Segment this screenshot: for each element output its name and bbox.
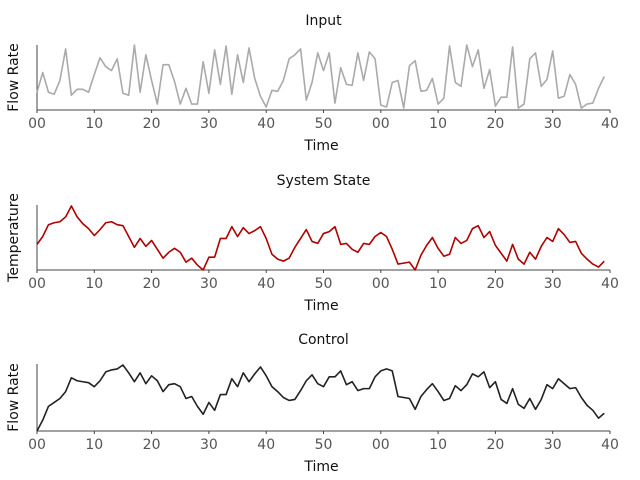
x-tick-label: 30 [544, 276, 562, 292]
x-tick-label: 10 [429, 437, 447, 453]
data-line [36, 364, 605, 432]
x-axis-label: Time [303, 138, 338, 154]
x-tick-label: 00 [372, 437, 390, 453]
x-tick-label: 40 [601, 437, 619, 453]
x-tick-label: 30 [200, 437, 218, 453]
x-tick-label: 00 [28, 116, 46, 132]
x-tick-label: 00 [372, 276, 390, 292]
data-line [36, 205, 605, 271]
x-tick-label: 00 [372, 116, 390, 132]
x-tick-label: 30 [200, 276, 218, 292]
x-tick-label: 20 [486, 116, 504, 132]
chart-title: System State [277, 173, 371, 189]
y-axis-label: Flow Rate [6, 363, 22, 432]
x-tick-label: 50 [315, 116, 333, 132]
chart-title: Input [305, 13, 342, 29]
x-tick-label: 30 [200, 116, 218, 132]
x-tick-label: 00 [28, 276, 46, 292]
x-tick-label: 30 [544, 116, 562, 132]
x-tick-label: 20 [486, 437, 504, 453]
x-tick-label: 50 [315, 276, 333, 292]
x-tick-label: 10 [85, 116, 103, 132]
x-tick-label: 10 [85, 437, 103, 453]
x-tick-label: 50 [315, 437, 333, 453]
x-tick-label: 40 [257, 116, 275, 132]
x-tick-label: 20 [143, 437, 161, 453]
x-tick-label: 20 [143, 116, 161, 132]
x-tick-label: 10 [429, 116, 447, 132]
y-axis-label: Flow Rate [6, 43, 22, 112]
x-tick-label: 10 [429, 276, 447, 292]
x-tick-label: 40 [601, 276, 619, 292]
chart-title: Control [298, 332, 349, 348]
x-tick-label: 20 [143, 276, 161, 292]
x-tick-label: 20 [486, 276, 504, 292]
y-axis-label: Temperature [6, 193, 22, 283]
x-tick-label: 00 [28, 437, 46, 453]
x-tick-label: 10 [85, 276, 103, 292]
x-axis-label: Time [303, 298, 338, 314]
x-tick-label: 30 [544, 437, 562, 453]
x-tick-label: 40 [257, 276, 275, 292]
data-line [36, 44, 605, 109]
x-tick-label: 40 [601, 116, 619, 132]
x-axis-label: Time [303, 459, 338, 475]
x-tick-label: 40 [257, 437, 275, 453]
